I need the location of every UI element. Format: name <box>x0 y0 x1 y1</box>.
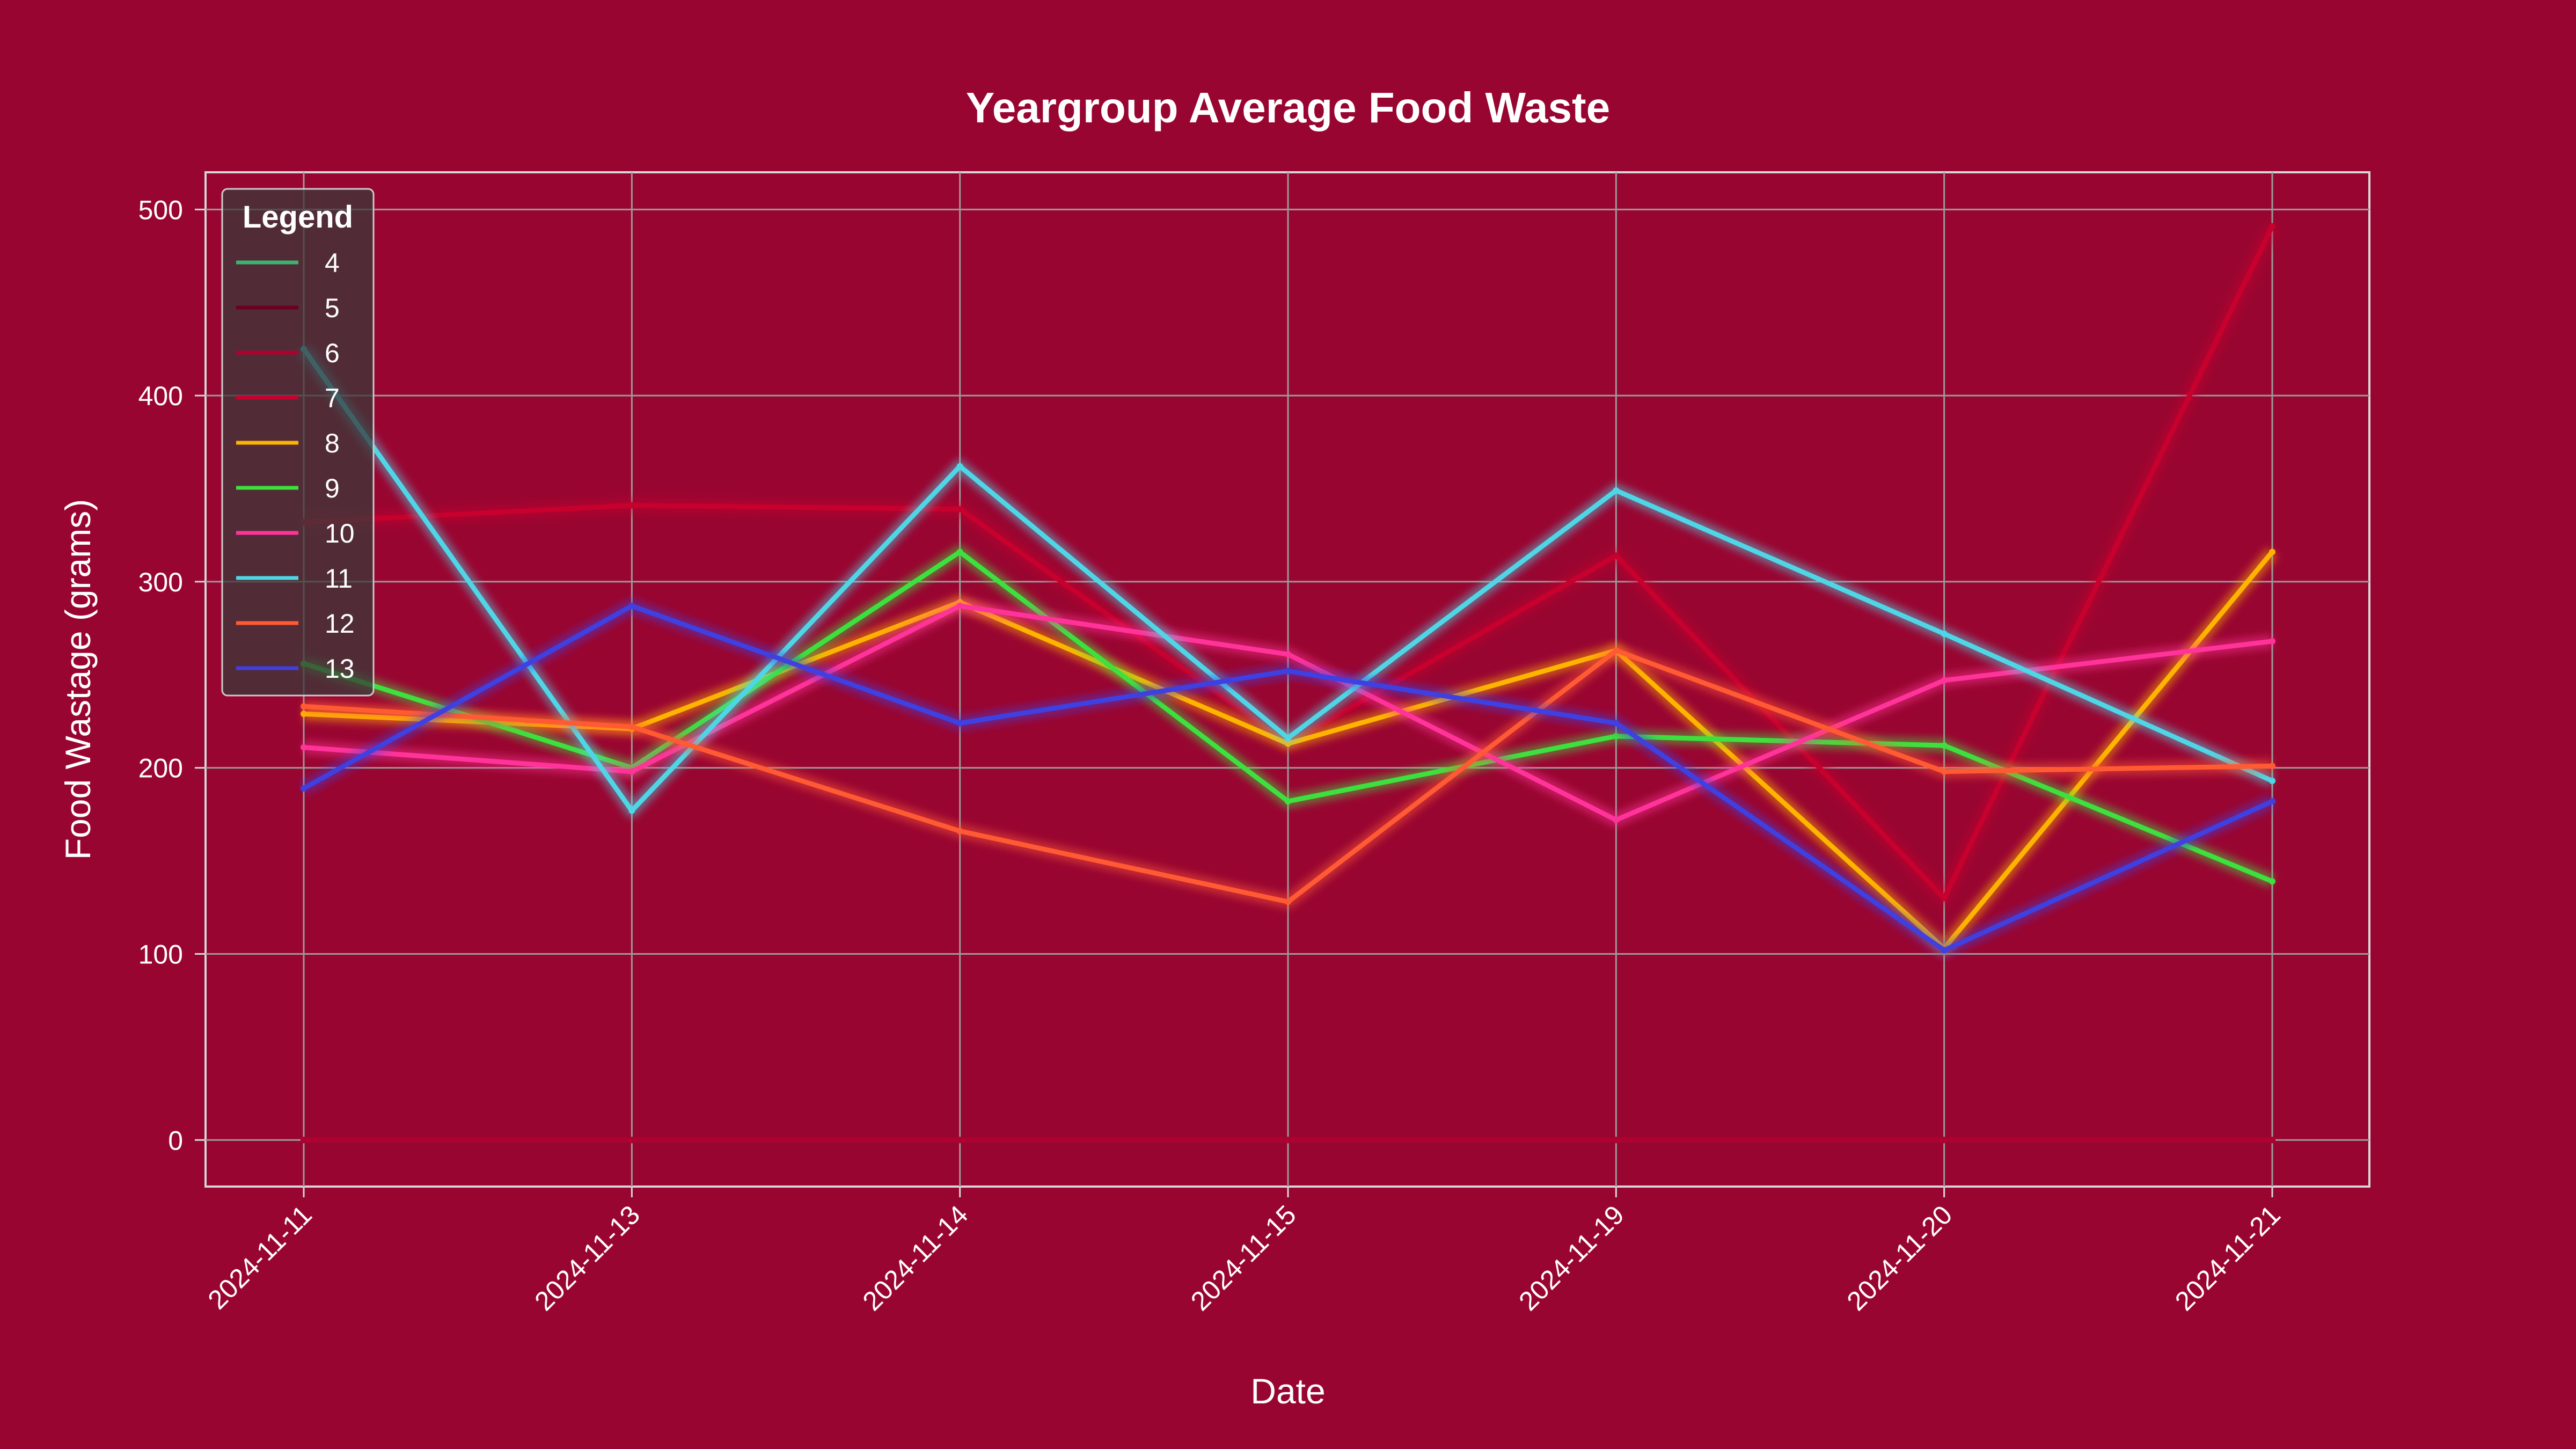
x-tick-label: 2024-11-21 <box>2169 1199 2286 1316</box>
data-point <box>956 720 963 727</box>
data-point <box>1613 487 1620 494</box>
data-point <box>1285 798 1291 805</box>
data-point <box>1613 720 1620 727</box>
data-point <box>1613 552 1620 559</box>
series-10 <box>301 599 2275 827</box>
data-point <box>2269 878 2275 885</box>
data-point <box>301 744 307 751</box>
data-point <box>2269 548 2275 555</box>
x-axis-label: Date <box>1250 1371 1325 1411</box>
data-point <box>956 506 963 513</box>
series-11 <box>298 345 2275 818</box>
data-point <box>2269 763 2275 770</box>
legend-label: 11 <box>325 564 353 594</box>
data-point <box>956 828 963 835</box>
legend-label: 4 <box>325 248 340 278</box>
y-tick-label: 200 <box>138 753 183 784</box>
legend-label: 12 <box>325 609 355 639</box>
y-axis-label: Food Wastage (grams) <box>58 499 98 860</box>
data-point <box>2269 778 2275 784</box>
data-point <box>1285 1137 1291 1144</box>
data-point <box>628 768 635 775</box>
legend-label: 10 <box>325 518 355 548</box>
x-tick-label: 2024-11-19 <box>1513 1199 1630 1316</box>
series-layer <box>298 223 2279 1147</box>
data-point <box>1285 735 1291 742</box>
data-point <box>2269 1137 2275 1144</box>
data-point <box>2269 798 2275 805</box>
data-point <box>301 703 307 710</box>
data-point <box>1941 768 1948 775</box>
legend-label: 13 <box>325 654 355 684</box>
data-point <box>1285 651 1291 658</box>
legend-label: 7 <box>325 383 340 413</box>
data-point <box>301 785 307 792</box>
data-point <box>2269 638 2275 645</box>
data-point <box>1941 631 1948 638</box>
data-point <box>1613 733 1620 740</box>
x-tick-label: 2024-11-13 <box>529 1199 646 1316</box>
data-point <box>956 548 963 555</box>
data-point <box>956 463 963 470</box>
data-point <box>1285 898 1291 905</box>
series-6 <box>301 1133 2275 1147</box>
data-point <box>628 603 635 610</box>
x-tick-labels: 2024-11-11 2024-11-13 2024-11-14 2024-11-15… <box>202 1199 2286 1316</box>
y-tick-label: 300 <box>138 567 183 597</box>
y-tick-label: 400 <box>138 381 183 411</box>
y-tick-label: 100 <box>138 940 183 970</box>
data-point <box>1941 677 1948 684</box>
legend: Legend 4 5 6 7 8 9 10 11 12 13 <box>221 188 375 697</box>
legend-title: Legend <box>243 200 353 235</box>
legend-label: 6 <box>325 338 340 368</box>
data-point <box>1941 742 1948 749</box>
y-tick-labels: 0 100 200 300 400 500 <box>138 195 183 1155</box>
data-point <box>628 723 635 730</box>
x-tick-label: 2024-11-11 <box>202 1199 318 1315</box>
data-point <box>1613 1137 1620 1144</box>
data-point <box>956 1137 963 1144</box>
data-point <box>1613 647 1620 654</box>
legend-label: 8 <box>325 428 340 458</box>
chart-title: Yeargroup Average Food Waste <box>966 84 1610 131</box>
data-point <box>628 1137 635 1144</box>
series-13 <box>300 599 2275 957</box>
data-point <box>628 502 635 509</box>
legend-items: 4 5 6 7 8 9 10 11 12 13 <box>236 248 355 684</box>
data-point <box>956 603 963 610</box>
data-point <box>2269 223 2275 230</box>
y-tick-label: 500 <box>138 195 183 225</box>
data-point <box>1941 1137 1948 1144</box>
data-point <box>301 1137 307 1144</box>
data-point <box>1613 816 1620 823</box>
x-tick-label: 2024-11-20 <box>1841 1199 1958 1316</box>
y-tick-label: 0 <box>168 1125 183 1155</box>
x-tick-label: 2024-11-14 <box>857 1199 974 1316</box>
data-point <box>1941 947 1948 954</box>
legend-label: 9 <box>325 473 340 503</box>
x-tick-label: 2024-11-15 <box>1185 1199 1302 1316</box>
series-12 <box>301 643 2275 909</box>
legend-label: 5 <box>325 293 340 323</box>
data-point <box>628 807 635 814</box>
data-point <box>1285 668 1291 675</box>
data-point <box>1941 895 1948 902</box>
